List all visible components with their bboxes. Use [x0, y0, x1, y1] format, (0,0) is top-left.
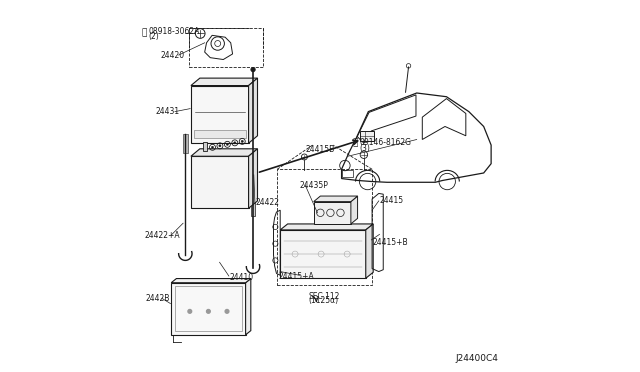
Text: 24415B: 24415B	[306, 145, 335, 154]
Bar	[277, 169, 372, 285]
Bar	[280, 230, 365, 278]
Text: 09146-8162G: 09146-8162G	[359, 138, 411, 147]
Text: 24415+B: 24415+B	[372, 238, 408, 247]
Bar	[172, 283, 246, 335]
Text: 24422+A: 24422+A	[145, 231, 180, 240]
Bar	[360, 131, 374, 141]
Circle shape	[234, 142, 236, 144]
Circle shape	[241, 140, 243, 142]
Bar	[191, 86, 248, 143]
Text: 24422: 24422	[255, 198, 280, 207]
Bar	[183, 134, 188, 153]
Bar	[314, 202, 351, 224]
Text: Ⓝ: Ⓝ	[141, 28, 147, 37]
Bar	[191, 156, 248, 208]
Circle shape	[188, 310, 191, 313]
Bar	[203, 142, 207, 151]
Circle shape	[227, 143, 228, 145]
Bar	[175, 286, 242, 331]
Polygon shape	[248, 78, 257, 143]
Polygon shape	[191, 78, 257, 86]
Polygon shape	[280, 224, 373, 230]
Text: J24400C4: J24400C4	[456, 354, 499, 363]
Circle shape	[219, 145, 221, 147]
Text: Ⓐ: Ⓐ	[353, 138, 358, 147]
Circle shape	[211, 146, 214, 148]
Text: 24415: 24415	[380, 196, 404, 205]
Text: 08918-3062A: 08918-3062A	[148, 27, 200, 36]
Text: SEC.112: SEC.112	[308, 292, 339, 301]
Bar	[189, 28, 264, 67]
Polygon shape	[172, 279, 251, 283]
Polygon shape	[365, 224, 373, 278]
Bar	[251, 193, 255, 216]
Polygon shape	[246, 279, 251, 335]
Circle shape	[225, 310, 229, 313]
Text: (3): (3)	[359, 144, 370, 153]
Text: 24420: 24420	[161, 51, 185, 60]
Polygon shape	[351, 196, 358, 224]
Circle shape	[207, 310, 211, 313]
Bar	[194, 130, 246, 138]
Text: 24415+A: 24415+A	[278, 272, 314, 280]
Text: 24435P: 24435P	[300, 182, 328, 190]
Polygon shape	[191, 149, 257, 156]
Polygon shape	[314, 196, 358, 202]
Polygon shape	[248, 149, 257, 208]
Text: (2): (2)	[148, 32, 159, 41]
Text: 2442B: 2442B	[145, 294, 170, 303]
Text: 24410: 24410	[230, 273, 254, 282]
Text: (1125α): (1125α)	[308, 296, 338, 305]
Bar	[342, 170, 353, 177]
Text: 24431: 24431	[156, 107, 180, 116]
Circle shape	[251, 67, 255, 72]
